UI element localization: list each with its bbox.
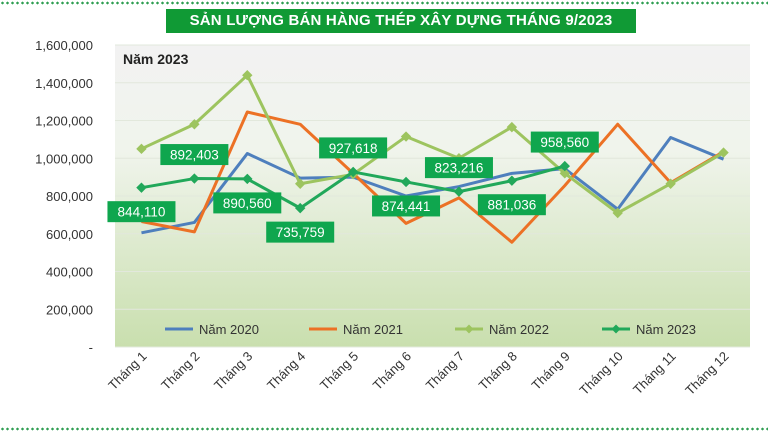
data-label-box [160,144,229,166]
y-tick-label: 800,000 [46,189,93,204]
data-point [559,160,570,172]
data-label: 890,560 [223,196,272,211]
x-tick-label: Tháng 7 [423,349,467,393]
data-label: 844,110 [118,205,166,220]
legend-label: Năm 2022 [489,322,549,337]
y-tick-label: 200,000 [46,302,93,317]
data-label: 927,618 [329,141,378,156]
x-tick-label: Tháng 1 [105,349,149,393]
data-label-box [424,157,493,179]
x-tick-label: Tháng 2 [158,349,202,393]
y-tick-label: 1,200,000 [35,114,93,129]
x-tick-label: Tháng 12 [682,349,731,398]
data-point [347,166,359,178]
data-label-box [530,131,599,153]
data-label-box [266,221,335,243]
data-point [506,175,518,186]
y-tick-label: - [89,340,93,355]
data-point [612,207,623,219]
x-tick-label: Tháng 6 [370,349,414,393]
data-label-box [319,137,388,159]
data-label: 874,441 [382,199,431,214]
data-point [189,173,200,184]
data-label: 881,036 [487,198,536,213]
legend-marker [611,324,621,334]
data-point [665,178,676,189]
data-point [189,119,200,130]
data-point [295,178,306,189]
top-dotted-border [0,1,768,5]
x-tick-label: Tháng 9 [529,349,573,393]
series-line-1 [141,135,725,235]
data-point [400,131,412,142]
y-tick-label: 1,000,000 [35,151,93,166]
x-tick-label: Tháng 4 [264,349,308,393]
x-tick-label: Tháng 8 [476,349,520,393]
series-line-3 [140,73,725,215]
bottom-dotted-border [0,427,768,431]
data-point [453,186,465,197]
data-label: 892,403 [170,148,219,163]
legend-label: Năm 2020 [199,322,259,337]
data-point [295,202,306,214]
data-point [400,176,412,188]
legend-label: Năm 2021 [343,322,403,337]
data-point [559,168,570,179]
data-point [136,143,147,155]
data-label: 735,759 [276,225,325,240]
data-point [242,69,253,81]
data-label-box [107,201,176,223]
data-label: 823,216 [435,161,484,176]
data-label-box [213,192,282,214]
chart-subtitle: Năm 2023 [123,51,189,67]
legend-label: Năm 2023 [636,322,696,337]
y-tick-label: 600,000 [46,227,93,242]
data-point [242,173,253,185]
x-tick-label: Tháng 3 [211,349,255,393]
data-label-box [372,195,441,217]
x-tick-label: Tháng 10 [576,349,625,398]
data-label-box [477,194,546,216]
y-tick-label: 400,000 [46,265,93,280]
chart-title: SẢN LƯỢNG BÁN HÀNG THÉP XÂY DỰNG THÁNG 9… [166,9,636,33]
x-tick-label: Tháng 5 [317,349,361,393]
data-point [136,182,147,193]
y-tick-label: 1,400,000 [35,76,93,91]
y-tick-label: 1,600,000 [35,38,93,53]
x-tick-label: Tháng 11 [630,349,679,398]
data-point [718,147,729,158]
legend-marker [464,324,474,334]
data-point [506,121,518,133]
data-label: 958,560 [540,135,589,150]
